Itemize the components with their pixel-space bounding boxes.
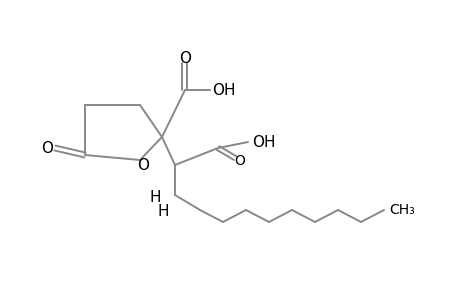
Text: O: O: [179, 50, 190, 65]
Text: OH: OH: [252, 134, 275, 149]
Text: CH₃: CH₃: [388, 203, 414, 217]
Text: O: O: [234, 154, 245, 168]
Text: OH: OH: [212, 82, 235, 98]
Text: O: O: [137, 158, 149, 172]
Text: O: O: [41, 140, 53, 155]
Text: H: H: [149, 190, 160, 206]
Text: H: H: [157, 203, 168, 218]
